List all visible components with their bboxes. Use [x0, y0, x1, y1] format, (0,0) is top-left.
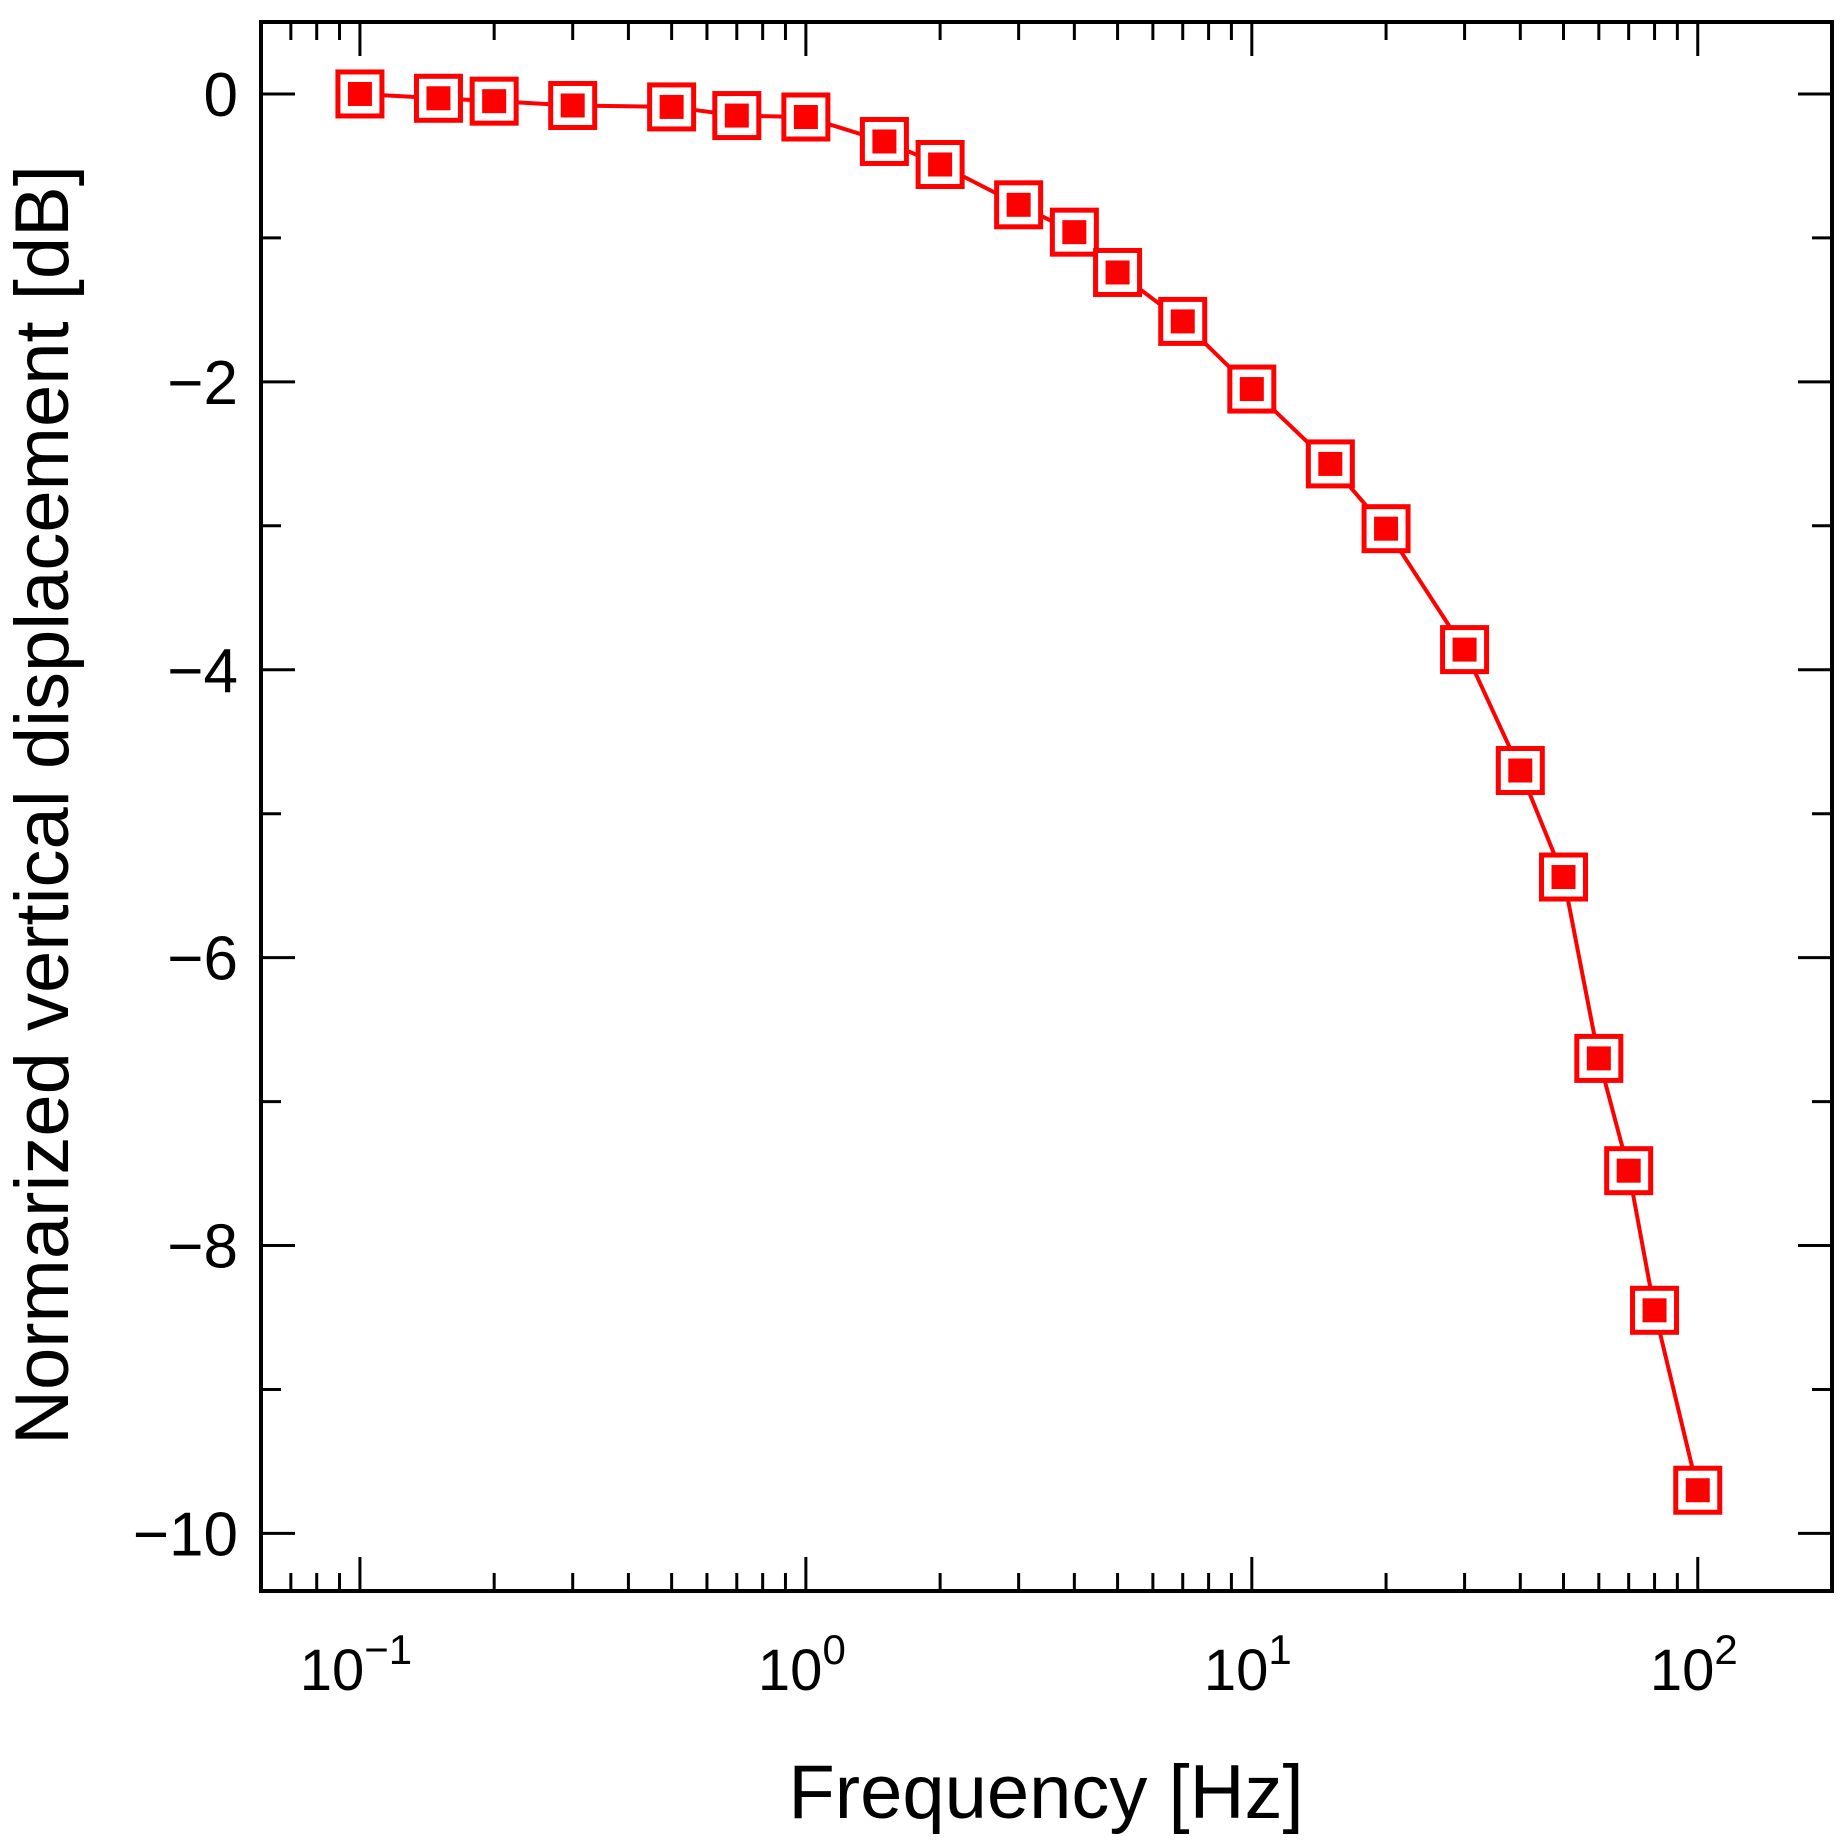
- x-tick-labels: 10−1 100 101 102: [300, 1626, 1738, 1703]
- data-point-inner-square: [1551, 865, 1576, 890]
- x-tick-label: 100: [758, 1626, 846, 1703]
- data-point-inner-square: [1239, 377, 1264, 402]
- data-point-inner-square: [1105, 260, 1130, 285]
- data-point-inner-square: [1586, 1046, 1611, 1071]
- y-axis-label: Normarized vertical displacement [dB]: [0, 165, 85, 1445]
- major-ticks: [261, 22, 1832, 1591]
- data-point-inner-square: [1642, 1298, 1667, 1323]
- data-point-inner-square: [482, 89, 507, 114]
- plot-frame: [259, 20, 1834, 1593]
- data-point-inner-square: [793, 105, 818, 130]
- data-point-inner-square: [426, 86, 451, 111]
- data-point-inner-square: [872, 129, 897, 154]
- data-point-inner-square: [1616, 1158, 1641, 1183]
- x-tick-label: 101: [1204, 1626, 1292, 1703]
- x-tick-label: 10−1: [300, 1626, 412, 1703]
- y-tick-label: −6: [167, 925, 238, 994]
- data-point-inner-square: [724, 103, 749, 128]
- data-point-inner-square: [1374, 516, 1399, 541]
- y-tick-label: 0: [204, 61, 238, 130]
- data-point-inner-square: [1685, 1478, 1710, 1503]
- data-point-inner-square: [659, 94, 684, 119]
- x-tick-label: 102: [1650, 1626, 1738, 1703]
- data-point-outer-square: [413, 73, 463, 123]
- series-layer: [335, 69, 1723, 1515]
- y-tick-label: −8: [167, 1213, 238, 1282]
- data-point-inner-square: [1508, 758, 1533, 783]
- data-point-inner-square: [560, 93, 585, 118]
- data-point-inner-square: [1452, 637, 1477, 662]
- data-point-inner-square: [928, 152, 953, 177]
- data-point-inner-square: [347, 81, 372, 106]
- plot-area: [261, 22, 1832, 1591]
- minor-ticks: [261, 22, 1832, 1591]
- x-axis-label: Frequency [Hz]: [788, 1750, 1303, 1835]
- y-tick-label: −4: [167, 637, 238, 706]
- y-tick-label: −10: [133, 1500, 238, 1569]
- data-point-inner-square: [1006, 192, 1031, 217]
- y-tick-label: −2: [167, 349, 238, 418]
- y-tick-labels: 0 −2 −4 −6 −8 −10: [133, 61, 238, 1569]
- data-point-inner-square: [1318, 451, 1343, 476]
- data-point-inner-square: [1062, 220, 1087, 245]
- data-point-inner-square: [1170, 309, 1195, 334]
